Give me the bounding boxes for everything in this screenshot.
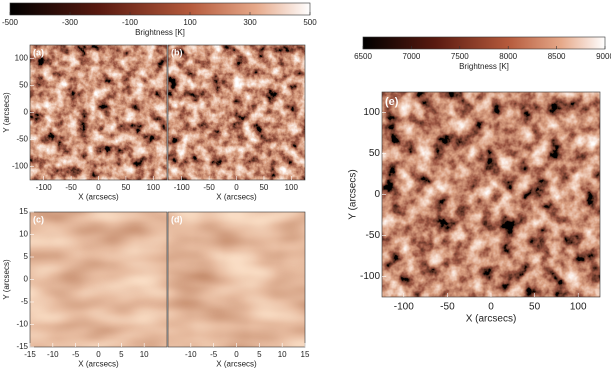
y-tick-label: 0 [24, 275, 29, 284]
y-tick-label: 0 [374, 189, 380, 200]
colorbar [362, 36, 606, 50]
image-panel [168, 45, 305, 180]
x-tick-label: 100 [570, 302, 587, 313]
y-tick-label: -100 [360, 271, 380, 282]
y-tick-label: -10 [16, 320, 28, 329]
x-tick-label: 0 [234, 350, 239, 359]
y-axis-label: Y (arcsecs) [2, 259, 11, 300]
image-panel [30, 212, 167, 347]
x-tick-label: -50 [203, 183, 215, 192]
x-tick-label: -5 [210, 350, 218, 359]
x-tick-label: -5 [72, 350, 80, 359]
tick-label: -300 [62, 18, 79, 27]
y-tick-label: -100 [12, 162, 29, 171]
x-tick-label: 5 [257, 350, 262, 359]
y-tick-label: 50 [369, 148, 381, 159]
y-axis-label: Y (arcsecs) [2, 92, 11, 133]
x-tick-label: 50 [121, 183, 130, 192]
y-tick-label: 100 [15, 54, 29, 63]
panel-label: (e) [385, 96, 399, 108]
x-tick-label: -50 [65, 183, 77, 192]
panel-label: (c) [33, 214, 44, 224]
y-tick-label: -15 [16, 342, 28, 351]
x-tick-label: -100 [174, 183, 191, 192]
tick-label: 8000 [499, 52, 517, 61]
tick-label: 300 [243, 18, 257, 27]
y-tick-label: 15 [19, 207, 28, 216]
tick-label: 7000 [403, 52, 421, 61]
x-tick-label: -100 [394, 302, 414, 313]
x-axis-label: X (arcsecs) [466, 314, 517, 325]
x-tick-label: 0 [96, 350, 101, 359]
tick-label: 9000 [596, 52, 611, 61]
y-tick-label: 0 [24, 108, 29, 117]
colorbar-label: Brightness [K] [135, 28, 185, 37]
x-tick-label: 10 [278, 350, 287, 359]
x-axis-label: X (arcsecs) [78, 193, 119, 202]
y-tick-label: -50 [16, 135, 28, 144]
x-tick-label: 100 [285, 183, 299, 192]
x-tick-label: 15 [301, 350, 310, 359]
x-tick-label: 5 [119, 350, 124, 359]
panel-label: (a) [33, 47, 44, 57]
colorbar-label: Brightness [K] [459, 62, 509, 71]
colorbar [9, 2, 311, 16]
tick-label: 6500 [354, 52, 372, 61]
x-tick-label: 10 [140, 350, 149, 359]
tick-label: 100 [183, 18, 197, 27]
y-tick-label: 100 [363, 107, 380, 118]
y-axis-label: Y (arcsecs) [348, 169, 359, 219]
tick-label: 500 [303, 18, 317, 27]
y-tick-label: 10 [19, 230, 28, 239]
y-tick-label: -50 [366, 230, 381, 241]
y-tick-label: -5 [21, 297, 29, 306]
y-tick-label: 5 [24, 252, 29, 261]
x-tick-label: -10 [185, 350, 197, 359]
image-panel [30, 45, 167, 180]
tick-label: -100 [122, 18, 139, 27]
x-tick-label: 0 [234, 183, 239, 192]
x-axis-label: X (arcsecs) [78, 360, 119, 369]
tick-label: -500 [2, 18, 19, 27]
x-tick-label: 0 [488, 302, 494, 313]
x-axis-label: X (arcsecs) [216, 360, 257, 369]
image-panel [382, 92, 600, 297]
x-axis-label: X (arcsecs) [216, 193, 257, 202]
x-tick-label: 50 [259, 183, 268, 192]
image-panel [168, 212, 305, 347]
x-tick-label: 100 [147, 183, 161, 192]
panel-label: (d) [171, 214, 183, 224]
y-tick-label: 50 [19, 81, 28, 90]
x-tick-label: -15 [24, 350, 36, 359]
x-tick-label: 0 [96, 183, 101, 192]
x-tick-label: -10 [47, 350, 59, 359]
x-tick-label: -100 [36, 183, 53, 192]
x-tick-label: -50 [440, 302, 455, 313]
tick-label: 7500 [451, 52, 469, 61]
x-tick-label: 50 [529, 302, 541, 313]
tick-label: 8500 [548, 52, 566, 61]
panel-label: (b) [171, 47, 183, 57]
